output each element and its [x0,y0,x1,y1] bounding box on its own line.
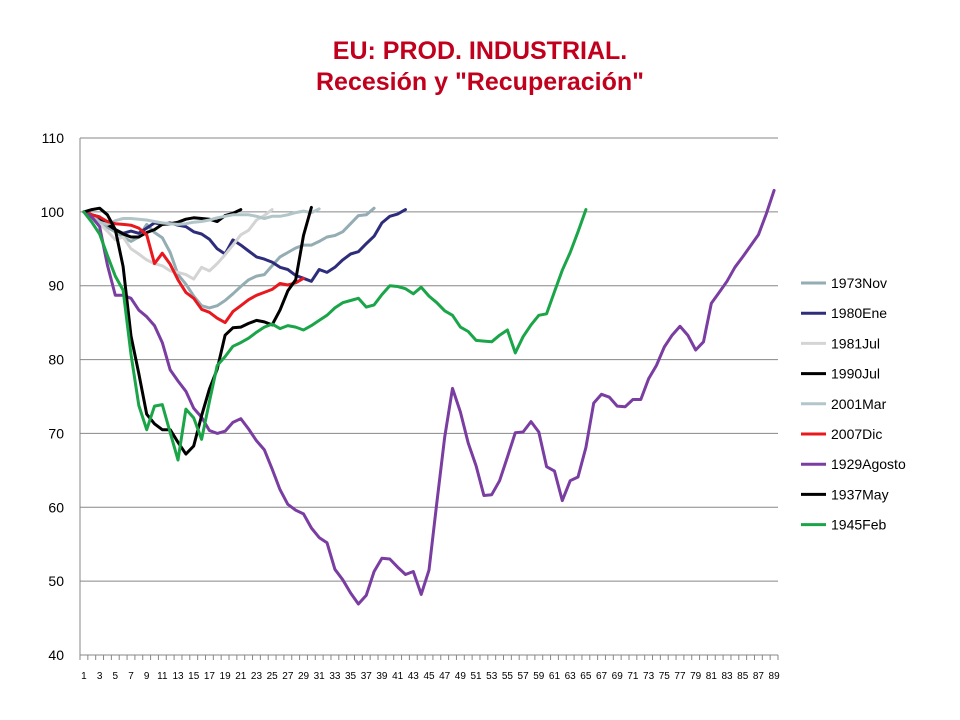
legend-label: 1980Ene [831,305,887,321]
x-tick-label: 37 [361,671,373,682]
x-tick-label: 87 [753,671,765,682]
x-tick-label: 5 [113,671,119,682]
y-tick-label: 100 [41,204,65,220]
legend-label: 1929Agosto [831,456,906,472]
series-line-1937may [82,205,313,456]
x-tick-label: 67 [596,671,608,682]
x-tick-label: 11 [157,671,168,682]
x-tick-label: 53 [486,671,498,682]
series-line-2001mar [82,207,321,226]
x-tick-label: 3 [97,671,103,682]
series-line-1980ene [82,208,407,283]
y-tick-label: 50 [48,573,64,589]
y-tick-label: 80 [48,352,64,368]
x-tick-label: 9 [144,671,150,682]
x-tick-label: 47 [439,671,451,682]
x-tick-label: 75 [659,671,671,682]
y-tick-label: 70 [48,425,64,441]
x-tick-label: 31 [314,671,326,682]
x-tick-label: 65 [580,671,592,682]
x-tick-label: 27 [282,671,294,682]
x-tick-label: 39 [376,671,388,682]
series-line-2007dic [82,210,305,325]
x-tick-label: 15 [188,671,200,682]
x-tick-label: 21 [235,671,247,682]
y-tick-label: 90 [48,278,64,294]
x-tick-label: 13 [172,671,184,682]
legend-label: 2001Mar [831,396,887,412]
x-tick-label: 23 [251,671,263,682]
x-tick-label: 59 [533,671,545,682]
legend-label: 2007Dic [831,426,882,442]
x-tick-label: 61 [549,671,561,682]
series-line-1945feb [82,208,588,462]
x-tick-label: 63 [565,671,577,682]
chart-title-line-2: Recesión y "Recuperación" [316,68,644,96]
series-line-1973nov [82,206,376,310]
x-tick-label: 35 [345,671,357,682]
x-tick-label: 89 [769,671,781,682]
x-tick-label: 7 [128,671,134,682]
x-tick-label: 19 [220,671,232,682]
legend-label: 1937May [831,486,889,502]
chart-title-line-1: EU: PROD. INDUSTRIAL. [332,37,628,65]
chart-title: EU: PROD. INDUSTRIAL. Recesión y "Recupe… [0,36,960,98]
x-tick-label: 25 [267,671,279,682]
y-tick-label: 60 [48,499,64,515]
legend-label: 1973Nov [831,275,887,291]
x-tick-label: 41 [392,671,404,682]
x-tick-label: 79 [690,671,702,682]
x-tick-label: 43 [408,671,420,682]
x-tick-label: 51 [470,671,482,682]
x-tick-label: 33 [329,671,341,682]
x-tick-label: 81 [706,671,718,682]
x-tick-label: 55 [502,671,514,682]
x-tick-label: 83 [721,671,733,682]
x-tick-label: 1 [81,671,87,682]
x-tick-label: 57 [518,671,530,682]
x-tick-label: 29 [298,671,310,682]
x-tick-label: 69 [612,671,624,682]
x-tick-label: 77 [674,671,686,682]
x-tick-label: 73 [643,671,655,682]
x-tick-label: 17 [204,671,216,682]
y-tick-label: 110 [42,130,65,146]
x-tick-label: 45 [423,671,435,682]
legend-label: 1990Jul [831,366,880,382]
series-line-1929agosto [82,188,776,606]
y-tick-label: 40 [48,647,64,663]
series-line-1981jul [82,208,274,281]
x-tick-label: 85 [737,671,749,682]
legend-label: 1945Feb [831,517,886,533]
x-tick-label: 71 [627,671,639,682]
legend-label: 1981Jul [831,335,880,351]
x-tick-label: 49 [455,671,467,682]
